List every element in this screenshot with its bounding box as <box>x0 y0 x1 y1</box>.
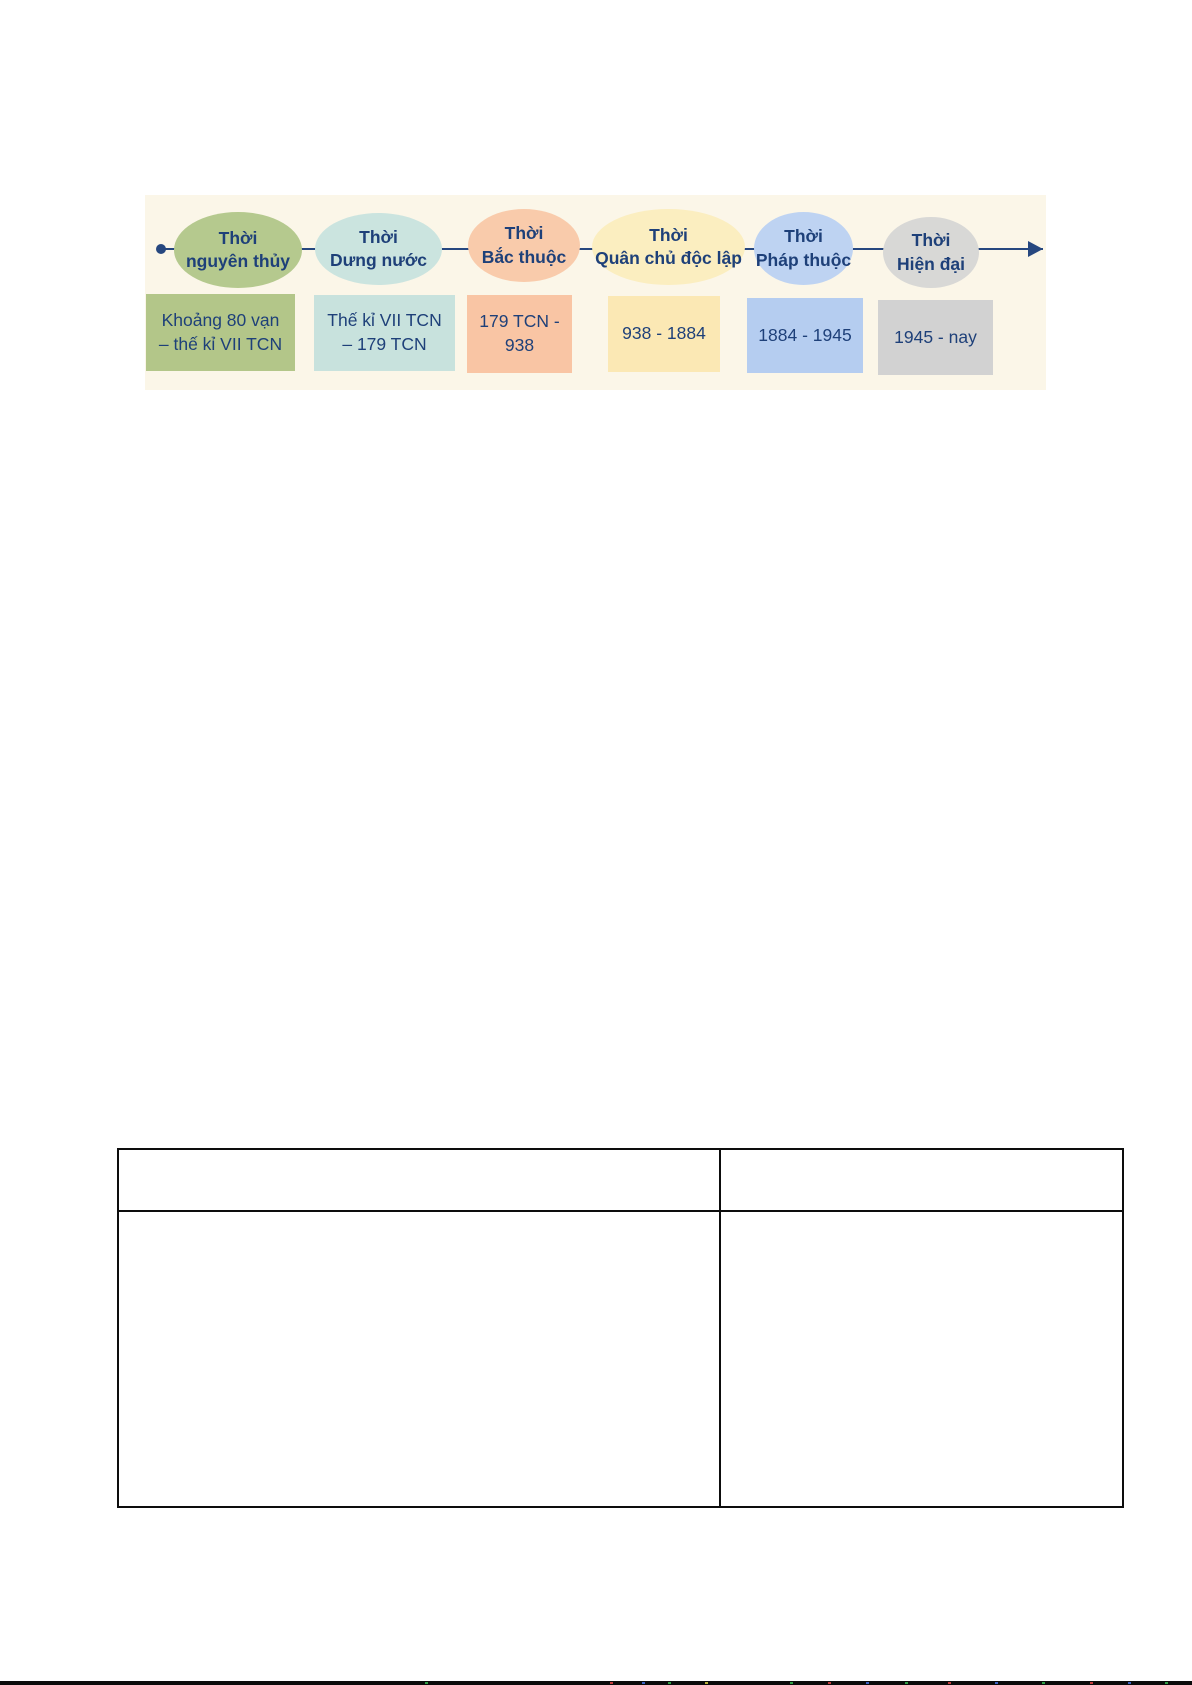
era-label: Thời Quân chủ độc lập <box>595 224 742 268</box>
date-box-nguyen-thuy: Khoảng 80 vạn – thế kỉ VII TCN <box>146 294 295 371</box>
table-body-cell-left <box>119 1212 721 1506</box>
date-box-bac-thuoc: 179 TCN - 938 <box>467 295 572 373</box>
era-ellipse-quan-chu-doc-lap: Thời Quân chủ độc lập <box>592 209 745 285</box>
era-label: Thời Bắc thuộc <box>481 223 567 267</box>
era-label: Thời Dưng nước <box>329 226 428 270</box>
worksheet-table <box>117 1148 1124 1508</box>
date-box-hien-dai: 1945 - nay <box>878 300 993 375</box>
table-body-row <box>119 1212 1122 1506</box>
era-label: Thời Hiện đại <box>896 230 966 274</box>
timeline-start-dot-icon <box>156 244 166 254</box>
era-ellipse-phap-thuoc: Thời Pháp thuộc <box>754 212 853 285</box>
timeline-arrow-icon <box>1028 241 1043 257</box>
date-box-dung-nuoc: Thế kỉ VII TCN – 179 TCN <box>314 295 455 371</box>
date-label: 179 TCN - 938 <box>479 311 560 355</box>
era-label: Thời Pháp thuộc <box>755 226 852 270</box>
table-header-cell-left <box>119 1150 721 1212</box>
date-box-quan-chu-doc-lap: 938 - 1884 <box>608 296 720 372</box>
era-ellipse-hien-dai: Thời Hiện đại <box>883 217 979 288</box>
era-ellipse-nguyen-thuy: Thời nguyên thủy <box>174 212 302 288</box>
date-label: Thế kỉ VII TCN – 179 TCN <box>327 310 442 354</box>
screenshot-bottom-edge <box>0 1681 1192 1685</box>
date-label: 1945 - nay <box>894 326 977 347</box>
table-body-cell-right <box>721 1212 1122 1506</box>
era-ellipse-dung-nuoc: Thời Dưng nước <box>315 213 442 285</box>
era-label: Thời nguyên thủy <box>185 227 291 271</box>
table-header-cell-right <box>721 1150 1122 1212</box>
date-box-phap-thuoc: 1884 - 1945 <box>747 298 863 373</box>
date-label: 1884 - 1945 <box>758 324 852 345</box>
date-label: Khoảng 80 vạn – thế kỉ VII TCN <box>158 309 283 354</box>
era-ellipse-bac-thuoc: Thời Bắc thuộc <box>468 209 580 282</box>
history-timeline-figure: Thời nguyên thủy Khoảng 80 vạn – thế kỉ … <box>145 195 1046 390</box>
date-label: 938 - 1884 <box>622 323 706 344</box>
table-header-row <box>119 1150 1122 1212</box>
